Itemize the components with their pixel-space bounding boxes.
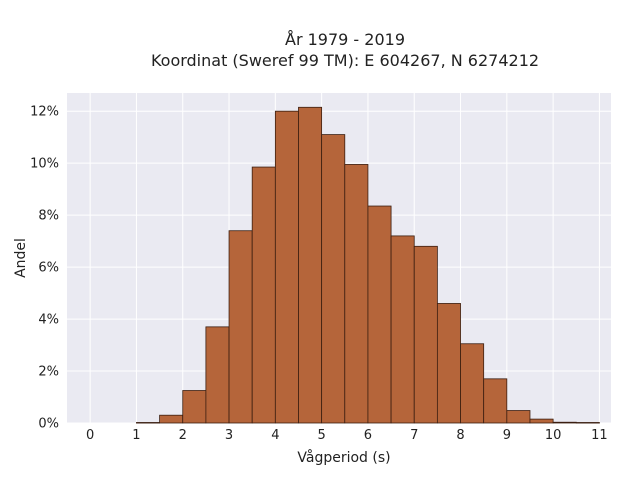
y-tick-label: 4%	[38, 313, 59, 328]
y-tick-label: 0%	[38, 417, 59, 432]
y-tick-label: 2%	[38, 365, 59, 380]
x-tick-label: 3	[225, 428, 233, 443]
histogram-bar	[136, 422, 160, 424]
histogram-bar	[529, 418, 554, 424]
histogram-bar	[390, 235, 415, 424]
y-tick-labels: 0% 2% 4% 6% 8% 10% 12%	[30, 105, 59, 432]
y-tick-label: 12%	[30, 105, 59, 120]
x-tick-labels: 0 1 2 3 4 5 6 7 8 9 10 11	[86, 428, 608, 443]
histogram-bar	[274, 110, 299, 424]
x-tick-label: 11	[591, 428, 608, 443]
y-tick-label: 8%	[38, 209, 59, 224]
histogram-bar	[159, 414, 184, 424]
x-tick-label: 6	[364, 428, 372, 443]
x-axis-label: Vågperiod (s)	[297, 449, 390, 466]
x-tick-label: 5	[317, 428, 325, 443]
x-tick-label: 9	[503, 428, 511, 443]
histogram-bar	[344, 164, 369, 424]
histogram-bar	[321, 134, 346, 424]
histogram-bar	[367, 205, 392, 424]
histogram-bar	[413, 245, 438, 424]
x-tick-label: 1	[132, 428, 140, 443]
chart-title-line-1: År 1979 - 2019	[285, 30, 405, 49]
histogram-bar	[182, 390, 207, 424]
histogram-bar	[460, 343, 485, 424]
histogram-bar	[251, 166, 276, 424]
histogram-bar	[506, 410, 531, 424]
histogram-bar	[298, 106, 323, 424]
histogram-bar	[228, 230, 253, 424]
y-axis-label: Andel	[13, 238, 29, 278]
x-tick-label: 2	[179, 428, 187, 443]
x-tick-label: 7	[410, 428, 418, 443]
x-tick-label: 10	[545, 428, 562, 443]
histogram-bar	[436, 303, 461, 424]
chart-title-line-2: Koordinat (Sweref 99 TM): E 604267, N 62…	[151, 51, 539, 70]
histogram-bar	[205, 326, 230, 424]
x-tick-label: 0	[86, 428, 94, 443]
x-tick-label: 4	[271, 428, 279, 443]
histogram-bar	[552, 421, 577, 424]
histogram-bar	[575, 422, 600, 424]
histogram-bar	[483, 378, 508, 424]
histogram-bars	[136, 106, 600, 424]
y-tick-label: 10%	[30, 157, 59, 172]
y-tick-label: 6%	[38, 261, 59, 276]
x-tick-label: 8	[456, 428, 464, 443]
